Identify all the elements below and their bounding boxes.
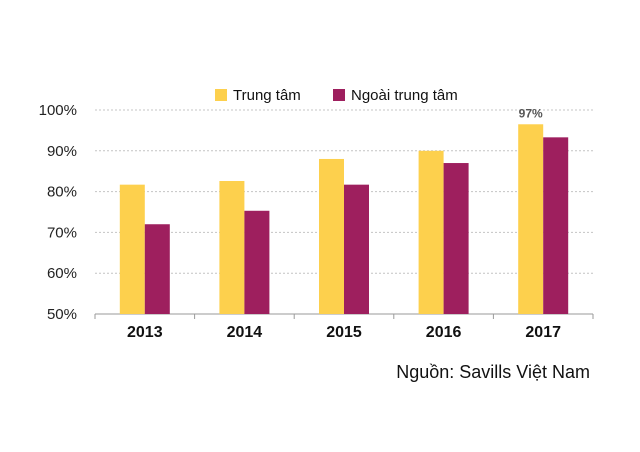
source-note: Nguồn: Savills Việt Nam — [396, 362, 590, 382]
y-axis-ticks: 50% 60% 70% 80% 90% 100% — [39, 102, 77, 323]
data-labels: 97% — [519, 106, 543, 120]
bar-ngoai-trung-tam-2013 — [144, 224, 170, 314]
bar-trung-tam-2015 — [319, 158, 344, 314]
x-tick-label: 2016 — [426, 324, 462, 341]
bar-ngoai-trung-tam-2016 — [443, 163, 469, 314]
bar-trung-tam-2016 — [418, 150, 444, 314]
legend-swatch-trung-tam — [215, 89, 227, 101]
legend-label-trung-tam: Trung tâm — [233, 87, 301, 104]
bar-ngoai-trung-tam-2014 — [244, 210, 270, 314]
bar-ngoai-trung-tam-2015 — [344, 184, 369, 314]
y-tick-label: 90% — [47, 143, 77, 160]
y-tick-label: 100% — [39, 102, 77, 119]
x-tick-label: 2014 — [227, 324, 263, 341]
data-label: 97% — [519, 106, 543, 120]
x-tick-label: 2017 — [525, 324, 561, 341]
bar-ngoai-trung-tam-2017 — [543, 137, 569, 314]
y-tick-label: 80% — [47, 184, 77, 201]
bar-trung-tam-2013 — [119, 184, 145, 314]
y-tick-label: 60% — [47, 265, 77, 282]
x-axis-labels: 2013 2014 2015 2016 2017 — [127, 324, 561, 341]
legend-label-ngoai-trung-tam: Ngoài trung tâm — [351, 87, 458, 104]
legend: Trung tâm Ngoài trung tâm — [215, 87, 458, 104]
bars — [119, 124, 569, 314]
y-tick-label: 50% — [47, 306, 77, 323]
legend-swatch-ngoai-trung-tam — [333, 89, 345, 101]
bar-trung-tam-2014 — [219, 180, 245, 314]
x-tick-label: 2013 — [127, 324, 163, 341]
y-tick-label: 70% — [47, 224, 77, 241]
x-tick-label: 2015 — [326, 324, 362, 341]
bar-trung-tam-2017 — [518, 124, 544, 314]
